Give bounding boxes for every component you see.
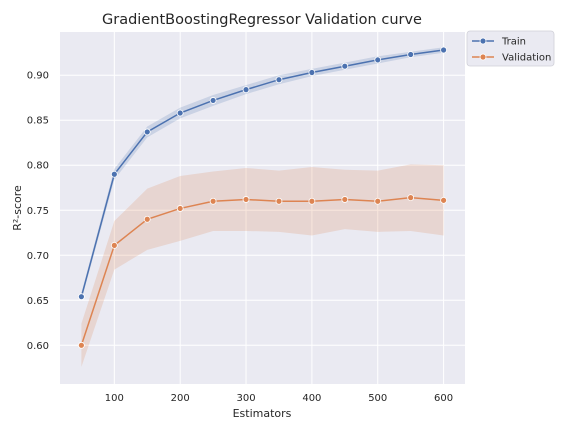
validation-series-line — [80, 196, 444, 346]
y-tick-label: 0.90 — [27, 71, 49, 82]
validation-point — [407, 194, 415, 202]
train-point — [242, 86, 250, 94]
series-markers — [78, 46, 447, 349]
x-tick-label: 400 — [302, 393, 321, 404]
x-tick-label: 600 — [434, 393, 453, 404]
train-point — [440, 46, 447, 54]
validation-point — [176, 205, 184, 212]
x-tick-label: 100 — [105, 393, 124, 404]
train-point — [308, 69, 316, 76]
legend: Train Validation — [466, 30, 555, 67]
x-tick-label: 500 — [368, 393, 387, 404]
x-tick-label: 300 — [236, 393, 255, 404]
y-tick-label: 0.60 — [27, 341, 49, 352]
y-axis-label: R²-score — [11, 185, 24, 231]
x-tick-label: 200 — [171, 393, 190, 404]
validation-point — [374, 197, 382, 205]
train-point — [374, 56, 382, 64]
train-point — [110, 170, 118, 178]
y-tick-labels: 0.60 0.65 0.70 0.75 0.80 0.85 0.90 — [27, 71, 49, 352]
train-legend-label: Train — [501, 37, 526, 48]
validation-point — [440, 196, 447, 204]
validation-point — [242, 196, 250, 203]
x-axis-label: Estimators — [233, 407, 292, 420]
train-series-line — [80, 49, 444, 297]
confidence-bands — [81, 47, 444, 367]
validation-legend-marker — [479, 53, 487, 61]
train-point — [78, 293, 85, 301]
validation-legend-label: Validation — [502, 53, 551, 64]
train-legend-marker — [479, 37, 487, 45]
y-tick-label: 0.75 — [27, 206, 49, 217]
y-tick-label: 0.70 — [27, 251, 49, 262]
validation-point — [143, 215, 151, 223]
validation-point — [308, 197, 316, 205]
series-lines — [80, 49, 444, 346]
validation-point — [110, 241, 118, 249]
validation-point — [275, 197, 283, 205]
train-point — [209, 97, 217, 104]
validation-confidence-band — [81, 164, 444, 367]
y-tick-label: 0.80 — [27, 161, 49, 172]
train-point — [275, 76, 283, 84]
chart-title: GradientBoostingRegressor Validation cur… — [102, 12, 422, 28]
validation-point — [78, 341, 85, 349]
validation-point — [209, 197, 217, 205]
validation-point — [341, 196, 349, 203]
train-point — [176, 109, 184, 117]
y-tick-label: 0.85 — [27, 116, 49, 127]
train-point — [407, 51, 415, 58]
train-point — [341, 62, 349, 70]
plot-area — [60, 32, 465, 384]
y-tick-label: 0.65 — [27, 296, 49, 307]
x-tick-labels: 100 200 300 400 500 600 — [105, 393, 453, 404]
train-point — [143, 128, 151, 136]
